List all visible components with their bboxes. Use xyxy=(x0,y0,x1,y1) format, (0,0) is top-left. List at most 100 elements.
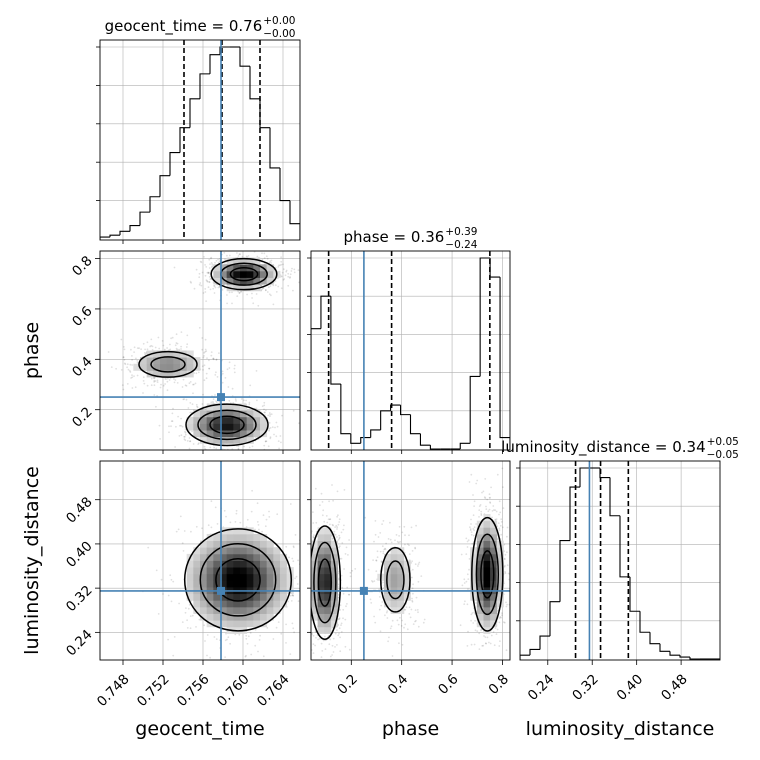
scatter-point xyxy=(277,621,280,623)
hist-bin-phase-8 xyxy=(390,404,401,411)
xtick-label-geocent_time-0: 0.748 xyxy=(94,671,133,710)
scatter-point xyxy=(403,626,405,629)
density-cell xyxy=(246,606,254,614)
scatter-point xyxy=(202,393,204,396)
density-cell xyxy=(173,350,181,358)
scatter-point xyxy=(333,530,336,533)
scatter-point xyxy=(301,563,303,565)
scatter-point xyxy=(346,586,349,589)
scatter-point xyxy=(345,605,347,608)
scatter-point xyxy=(484,497,487,500)
scatter-point xyxy=(181,542,184,545)
density-cell xyxy=(324,560,332,568)
scatter-point xyxy=(492,631,495,633)
scatter-point xyxy=(202,292,205,294)
density-cell xyxy=(496,567,504,575)
scatter-point xyxy=(495,510,498,513)
scatter-point xyxy=(214,506,217,509)
density-cell xyxy=(193,606,201,614)
xtick-label-phase-2: 0.6 xyxy=(435,671,462,698)
density-cell xyxy=(490,540,498,548)
scatter-point xyxy=(129,371,132,373)
scatter-point xyxy=(217,286,220,289)
density-cell xyxy=(286,580,294,588)
scatter-point xyxy=(170,600,173,603)
scatter-point xyxy=(247,635,250,638)
scatter-point xyxy=(210,256,213,259)
scatter-point xyxy=(478,632,481,635)
scatter-point xyxy=(329,638,332,641)
scatter-point xyxy=(184,431,187,434)
scatter-point xyxy=(500,616,502,619)
scatter-point xyxy=(275,435,278,438)
density-cell xyxy=(397,593,405,601)
scatter-point xyxy=(131,359,134,361)
scatter-point xyxy=(301,593,303,595)
scatter-point xyxy=(182,398,185,401)
scatter-point xyxy=(488,508,491,511)
contour-2-1-0 xyxy=(386,560,405,600)
contour-2-2-1 xyxy=(475,533,500,616)
density-cell xyxy=(193,567,201,575)
scatter-point xyxy=(264,411,266,414)
scatter-point xyxy=(461,584,464,587)
scatter-point xyxy=(178,435,181,437)
scatter-point xyxy=(417,625,420,628)
title-sup-luminosity_distance: +0.05 xyxy=(707,436,739,448)
contour-0-2-1 xyxy=(138,350,198,378)
scatter-point xyxy=(264,289,267,292)
density-cell xyxy=(260,416,268,424)
scatter-point xyxy=(173,381,176,384)
scatter-point xyxy=(218,352,220,354)
scatter-point xyxy=(182,550,185,552)
scatter-point xyxy=(243,399,245,402)
density-cell xyxy=(146,363,154,371)
scatter-point xyxy=(215,401,218,404)
contour-0-0-2 xyxy=(210,257,278,291)
hist-bin-luminosity_distance-1 xyxy=(529,648,540,656)
scatter-point xyxy=(208,276,211,278)
density-cell xyxy=(317,593,325,601)
scatter-point xyxy=(273,433,275,436)
hist-panel-phase xyxy=(311,251,510,450)
scatter-point xyxy=(167,638,170,641)
scatter-point xyxy=(126,366,128,369)
scatter-point xyxy=(152,377,155,380)
scatter-point xyxy=(470,523,472,525)
scatter-point xyxy=(498,662,500,664)
scatter-point xyxy=(221,381,224,384)
scatter-point xyxy=(289,276,291,278)
scatter-point xyxy=(306,516,308,518)
scatter-point xyxy=(372,559,374,561)
scatter-point xyxy=(213,285,215,287)
scatter-point xyxy=(478,648,481,650)
scatter-point xyxy=(500,521,503,523)
scatter-point xyxy=(289,594,292,597)
scatter-point xyxy=(217,261,220,264)
scatter-point xyxy=(302,265,304,267)
scatter-point xyxy=(388,636,390,639)
density-cell xyxy=(260,423,268,431)
scatter-point xyxy=(336,490,339,493)
scatter-point xyxy=(287,284,290,287)
scatter-point xyxy=(153,381,156,383)
density-cell xyxy=(213,560,221,568)
scatter-point xyxy=(331,654,333,656)
density-cell xyxy=(213,620,221,628)
scatter-point xyxy=(311,633,313,636)
density-cell xyxy=(266,606,274,614)
scatter-point xyxy=(410,608,413,611)
scatter-point xyxy=(165,378,168,380)
density-cell xyxy=(213,410,221,418)
scatter-point xyxy=(185,385,188,387)
scatter-point xyxy=(231,448,234,450)
scatter-point xyxy=(186,619,189,622)
scatter-point xyxy=(404,534,406,537)
density-cell xyxy=(253,600,261,608)
scatter-point xyxy=(289,277,291,279)
scatter-point xyxy=(198,326,201,329)
scatter-point xyxy=(287,600,290,603)
density-cell xyxy=(266,567,274,575)
scatter-point xyxy=(171,420,174,422)
scatter-point xyxy=(155,569,158,572)
